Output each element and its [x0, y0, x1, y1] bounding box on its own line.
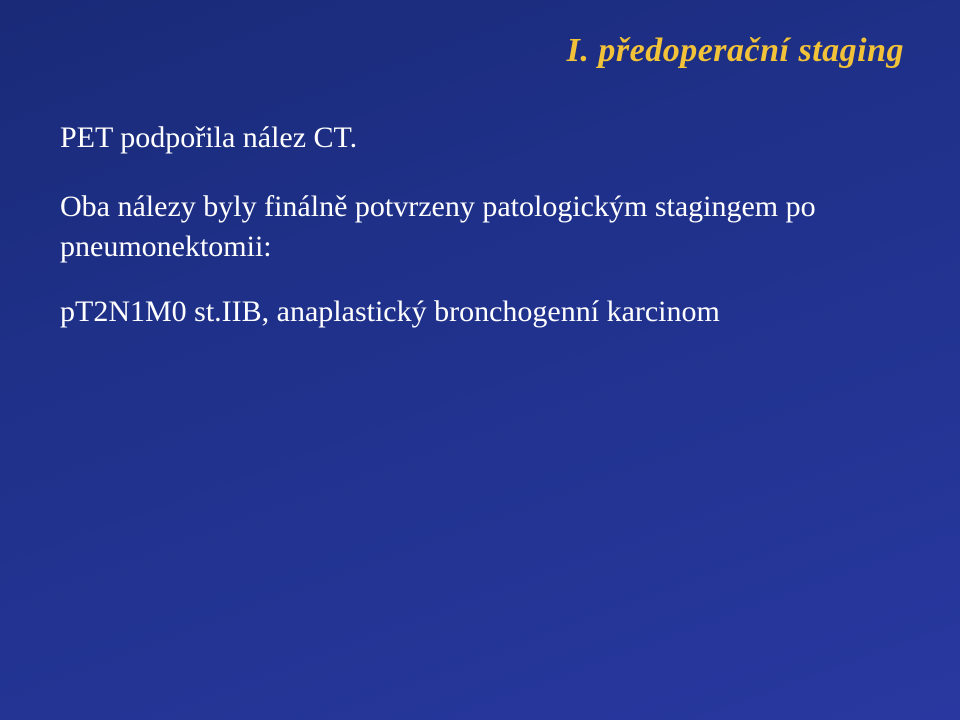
slide-title: I. předoperační staging: [60, 32, 904, 70]
paragraph-pet: PET podpořila nález CT.: [60, 118, 910, 159]
paragraph-pathology: Oba nálezy byly finálně potvrzeny patolo…: [60, 187, 910, 268]
slide-body: PET podpořila nález CT. Oba nálezy byly …: [60, 118, 910, 332]
paragraph-diagnosis: pT2N1M0 st.IIB, anaplastický bronchogenn…: [60, 292, 910, 333]
slide-container: I. předoperační staging PET podpořila ná…: [0, 0, 960, 720]
